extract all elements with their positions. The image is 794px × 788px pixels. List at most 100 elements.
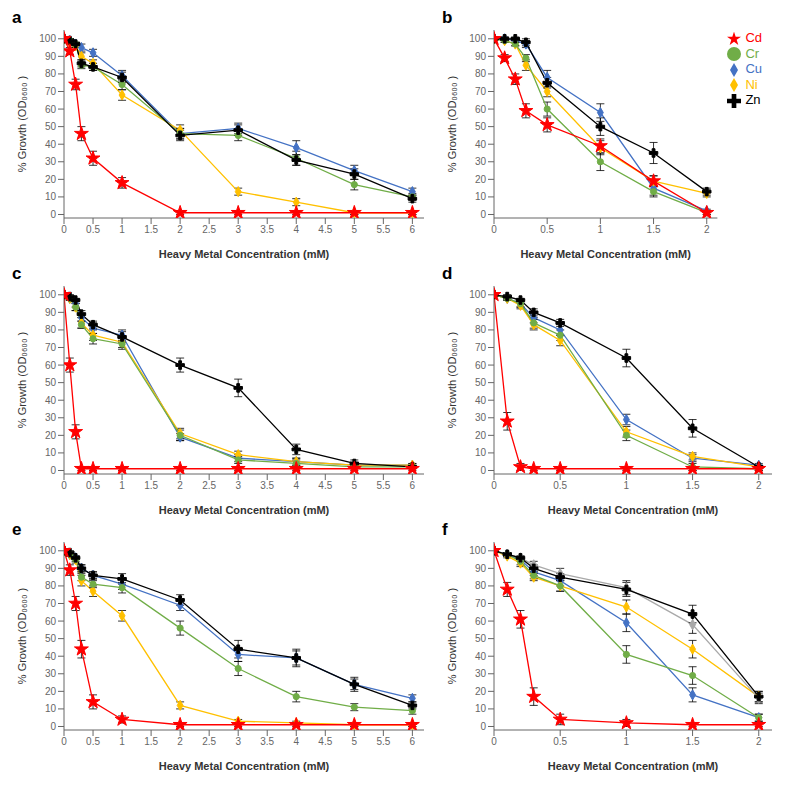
svg-text:90: 90 — [45, 307, 57, 318]
svg-text:0: 0 — [480, 209, 486, 220]
svg-text:1.5: 1.5 — [647, 224, 661, 235]
svg-text:2.5: 2.5 — [202, 736, 216, 747]
svg-text:0: 0 — [61, 736, 67, 747]
svg-text:5.5: 5.5 — [376, 736, 390, 747]
svg-text:90: 90 — [475, 563, 487, 574]
svg-text:Heavy Metal Concentration (mM): Heavy Metal Concentration (mM) — [548, 760, 719, 772]
svg-text:0: 0 — [50, 209, 56, 220]
svg-text:70: 70 — [475, 86, 487, 97]
svg-text:10: 10 — [45, 191, 57, 202]
svg-text:100: 100 — [469, 545, 486, 556]
svg-text:80: 80 — [475, 324, 487, 335]
svg-text:6: 6 — [410, 480, 416, 491]
svg-text:3: 3 — [235, 224, 241, 235]
svg-text:100: 100 — [469, 33, 486, 44]
svg-text:40: 40 — [45, 139, 57, 150]
svg-text:3: 3 — [235, 480, 241, 491]
svg-text:60: 60 — [45, 616, 57, 627]
svg-text:% Growth (OD₀₆₀₀ ): % Growth (OD₀₆₀₀ ) — [446, 588, 458, 684]
svg-text:60: 60 — [475, 616, 487, 627]
svg-text:100: 100 — [39, 33, 56, 44]
svg-text:% Growth (OD₀₆₀₀ ): % Growth (OD₀₆₀₀ ) — [16, 76, 28, 172]
svg-text:5: 5 — [352, 224, 358, 235]
svg-text:3.5: 3.5 — [260, 480, 274, 491]
svg-text:0.5: 0.5 — [86, 736, 100, 747]
svg-text:90: 90 — [45, 563, 57, 574]
svg-text:2: 2 — [756, 736, 762, 747]
svg-text:2.5: 2.5 — [202, 480, 216, 491]
svg-text:0.5: 0.5 — [553, 736, 567, 747]
svg-text:4.5: 4.5 — [318, 224, 332, 235]
svg-text:Heavy Metal Concentration (mM): Heavy Metal Concentration (mM) — [159, 248, 330, 260]
svg-text:40: 40 — [475, 395, 487, 406]
svg-text:10: 10 — [475, 447, 487, 458]
svg-text:0: 0 — [61, 480, 67, 491]
svg-text:80: 80 — [45, 580, 57, 591]
svg-text:0: 0 — [480, 721, 486, 732]
svg-text:20: 20 — [45, 686, 57, 697]
svg-text:4.5: 4.5 — [318, 480, 332, 491]
svg-text:60: 60 — [45, 104, 57, 115]
svg-text:40: 40 — [45, 651, 57, 662]
svg-text:2: 2 — [177, 736, 183, 747]
svg-text:40: 40 — [475, 651, 487, 662]
svg-text:90: 90 — [45, 51, 57, 62]
svg-text:30: 30 — [475, 156, 487, 167]
svg-text:100: 100 — [39, 545, 56, 556]
svg-text:Heavy Metal Concentration (mM): Heavy Metal Concentration (mM) — [520, 248, 691, 260]
svg-text:60: 60 — [45, 360, 57, 371]
svg-text:0: 0 — [61, 224, 67, 235]
svg-text:5: 5 — [352, 736, 358, 747]
svg-text:30: 30 — [475, 412, 487, 423]
svg-text:20: 20 — [475, 174, 487, 185]
svg-text:20: 20 — [45, 430, 57, 441]
svg-text:1.5: 1.5 — [144, 480, 158, 491]
svg-text:4: 4 — [293, 736, 299, 747]
svg-text:80: 80 — [475, 580, 487, 591]
svg-text:4: 4 — [293, 480, 299, 491]
svg-text:1.5: 1.5 — [686, 480, 700, 491]
svg-text:10: 10 — [45, 703, 57, 714]
svg-text:1.5: 1.5 — [144, 224, 158, 235]
svg-text:3.5: 3.5 — [260, 736, 274, 747]
svg-text:1: 1 — [119, 224, 125, 235]
svg-text:1: 1 — [598, 224, 604, 235]
svg-text:% Growth (OD₀₆₀₀ ): % Growth (OD₀₆₀₀ ) — [16, 332, 28, 428]
svg-text:90: 90 — [475, 51, 487, 62]
svg-text:5.5: 5.5 — [376, 480, 390, 491]
svg-text:2: 2 — [177, 224, 183, 235]
svg-text:80: 80 — [475, 68, 487, 79]
svg-text:0: 0 — [491, 480, 497, 491]
svg-text:1: 1 — [624, 736, 630, 747]
svg-text:20: 20 — [475, 686, 487, 697]
svg-text:0: 0 — [491, 224, 497, 235]
svg-text:60: 60 — [475, 360, 487, 371]
svg-text:50: 50 — [45, 633, 57, 644]
svg-text:2: 2 — [704, 224, 710, 235]
svg-text:0: 0 — [491, 736, 497, 747]
svg-text:20: 20 — [475, 430, 487, 441]
svg-text:1: 1 — [119, 480, 125, 491]
svg-text:50: 50 — [475, 121, 487, 132]
svg-text:0: 0 — [50, 721, 56, 732]
svg-text:% Growth (OD₀₆₀₀ ): % Growth (OD₀₆₀₀ ) — [446, 76, 458, 172]
svg-text:Heavy Metal Concentration (mM): Heavy Metal Concentration (mM) — [159, 504, 330, 516]
svg-text:70: 70 — [475, 598, 487, 609]
svg-text:0.5: 0.5 — [86, 224, 100, 235]
svg-text:0: 0 — [480, 465, 486, 476]
svg-text:80: 80 — [45, 68, 57, 79]
svg-text:100: 100 — [39, 289, 56, 300]
svg-text:Heavy Metal Concentration (mM): Heavy Metal Concentration (mM) — [159, 760, 330, 772]
svg-text:30: 30 — [45, 668, 57, 679]
svg-text:40: 40 — [475, 139, 487, 150]
svg-text:0: 0 — [50, 465, 56, 476]
svg-text:30: 30 — [45, 156, 57, 167]
svg-text:40: 40 — [45, 395, 57, 406]
svg-text:1: 1 — [119, 736, 125, 747]
svg-text:20: 20 — [45, 174, 57, 185]
svg-text:1.5: 1.5 — [686, 736, 700, 747]
svg-text:10: 10 — [45, 447, 57, 458]
svg-text:50: 50 — [45, 121, 57, 132]
svg-text:60: 60 — [475, 104, 487, 115]
svg-text:4: 4 — [293, 224, 299, 235]
